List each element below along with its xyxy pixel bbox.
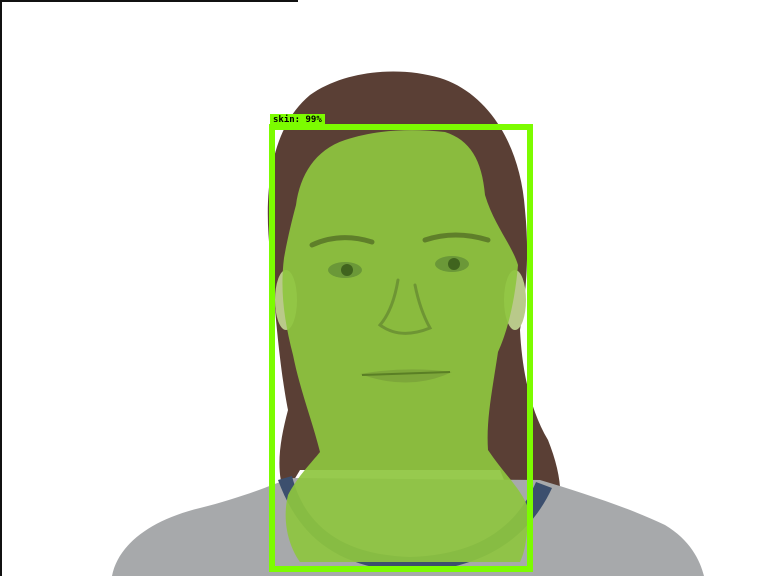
frame-edge-top (0, 0, 298, 2)
left-eyebrow (309, 235, 375, 248)
detection-label: skin: 99% (270, 114, 325, 127)
nose (377, 278, 433, 335)
mouth-line (361, 371, 451, 376)
detection-box (269, 124, 533, 572)
left-iris (341, 264, 353, 276)
frame-edge-left (0, 0, 2, 576)
right-eyebrow (422, 232, 491, 243)
right-iris (448, 258, 460, 270)
